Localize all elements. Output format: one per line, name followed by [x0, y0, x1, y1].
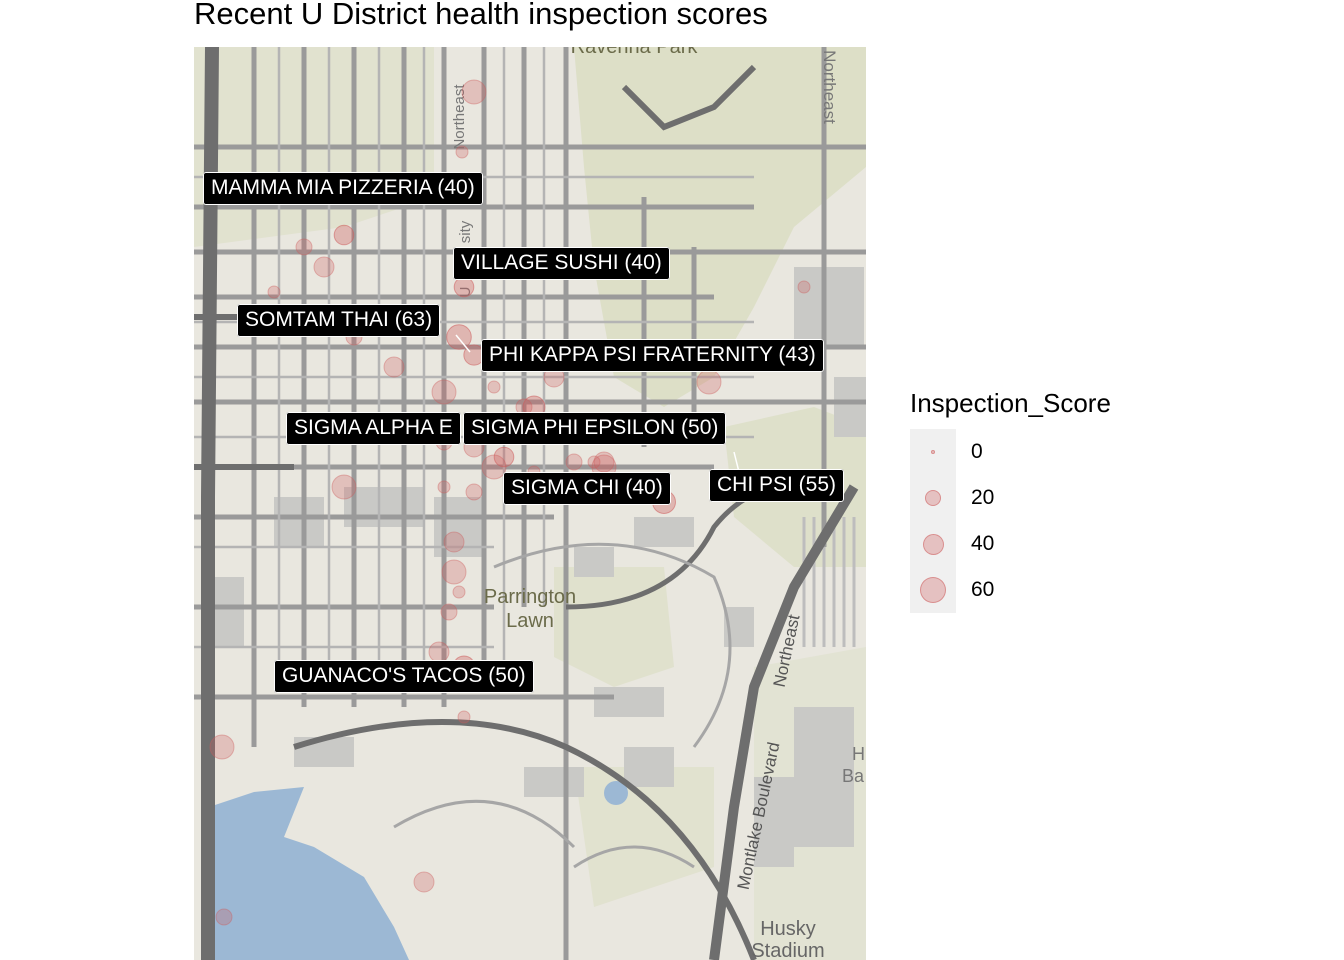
- inspection-point[interactable]: [441, 559, 467, 585]
- inspection-point[interactable]: [797, 280, 811, 294]
- label-mamma-mia-pizzeria: MAMMA MIA PIZZERIA (40): [203, 172, 483, 205]
- inspection-point[interactable]: [487, 380, 501, 394]
- place-label: H: [852, 744, 865, 764]
- label-sigma-phi-epsilon: SIGMA PHI EPSILON (50): [463, 412, 727, 445]
- inspection-point[interactable]: [313, 256, 335, 278]
- legend-entry-40: 40: [910, 521, 1111, 567]
- basemap-drawing: Ravenna Park Parrington Lawn Husky Stadi…: [194, 47, 866, 960]
- inspection-point[interactable]: [587, 455, 601, 469]
- campus-paths: [393, 542, 732, 869]
- legend-key-60: [910, 567, 956, 613]
- size-legend: Inspection_Score 0 20 40 60: [910, 388, 1111, 613]
- place-label: Ba: [842, 766, 865, 786]
- legend-entry-60: 60: [910, 567, 1111, 613]
- place-label: Husky: [760, 918, 816, 940]
- inspection-point[interactable]: [209, 734, 235, 760]
- legend-key-0: [910, 429, 956, 475]
- inspection-point-labeled[interactable]: [453, 276, 475, 298]
- inspection-point[interactable]: [465, 483, 483, 501]
- legend-key-40: [910, 521, 956, 567]
- place-label: Parrington: [484, 586, 576, 608]
- inspection-point[interactable]: [461, 79, 487, 105]
- legend-label-0: 0: [971, 440, 983, 463]
- label-leaders: [455, 334, 740, 473]
- legend-entry-20: 20: [910, 475, 1111, 521]
- inspection-point-labeled[interactable]: [493, 446, 515, 468]
- label-sigma-chi: SIGMA CHI (40): [503, 472, 671, 505]
- chart-title: Recent U District health inspection scor…: [194, 0, 768, 31]
- inspection-point[interactable]: [443, 531, 465, 553]
- inspection-point[interactable]: [331, 474, 357, 500]
- label-chi-psi: CHI PSI (55): [709, 469, 845, 502]
- place-label: Lawn: [506, 610, 554, 632]
- stadium-stripes: [802, 517, 856, 647]
- inspection-point[interactable]: [428, 641, 450, 663]
- label-village-sushi: VILLAGE SUSHI (40): [453, 247, 670, 280]
- inspection-point[interactable]: [455, 145, 469, 159]
- basemap[interactable]: Ravenna Park Parrington Lawn Husky Stadi…: [194, 47, 866, 960]
- legend-title: Inspection_Score: [910, 388, 1111, 418]
- label-guanacos-tacos: GUANACO'S TACOS (50): [274, 660, 534, 693]
- legend-entry-0: 0: [910, 429, 1111, 475]
- label-phi-kappa-psi-fraternity: PHI KAPPA PSI FRATERNITY (43): [481, 339, 824, 372]
- inspection-point[interactable]: [413, 871, 435, 893]
- inspection-point[interactable]: [437, 480, 451, 494]
- inspection-point[interactable]: [696, 369, 722, 395]
- place-label: Northeast: [451, 84, 468, 150]
- place-label: sity: [457, 220, 474, 243]
- legend-label-20: 20: [971, 486, 995, 509]
- place-label: U: [457, 287, 474, 298]
- place-label: Stadium: [751, 940, 824, 960]
- inspection-point[interactable]: [267, 285, 281, 299]
- inspection-point[interactable]: [383, 356, 405, 378]
- place-label: Ravenna Park: [571, 47, 699, 58]
- inspection-point[interactable]: [431, 379, 457, 405]
- label-sigma-alpha-e: SIGMA ALPHA E: [286, 412, 461, 445]
- inspection-point[interactable]: [452, 585, 466, 599]
- label-somtam-thai: SOMTAM THAI (63): [237, 304, 441, 337]
- portage-bay-water: [209, 787, 409, 960]
- inspection-point[interactable]: [440, 603, 458, 621]
- legend-label-40: 40: [971, 532, 995, 555]
- inspection-point-labeled[interactable]: [446, 324, 472, 350]
- place-label: Northeast: [820, 50, 839, 124]
- inspection-point[interactable]: [295, 238, 313, 256]
- legend-key-20: [910, 475, 956, 521]
- inspection-point[interactable]: [457, 710, 471, 724]
- inspection-point[interactable]: [565, 453, 583, 471]
- inspection-point-labeled[interactable]: [333, 224, 355, 246]
- inspection-point[interactable]: [215, 908, 233, 926]
- legend-label-60: 60: [971, 578, 995, 601]
